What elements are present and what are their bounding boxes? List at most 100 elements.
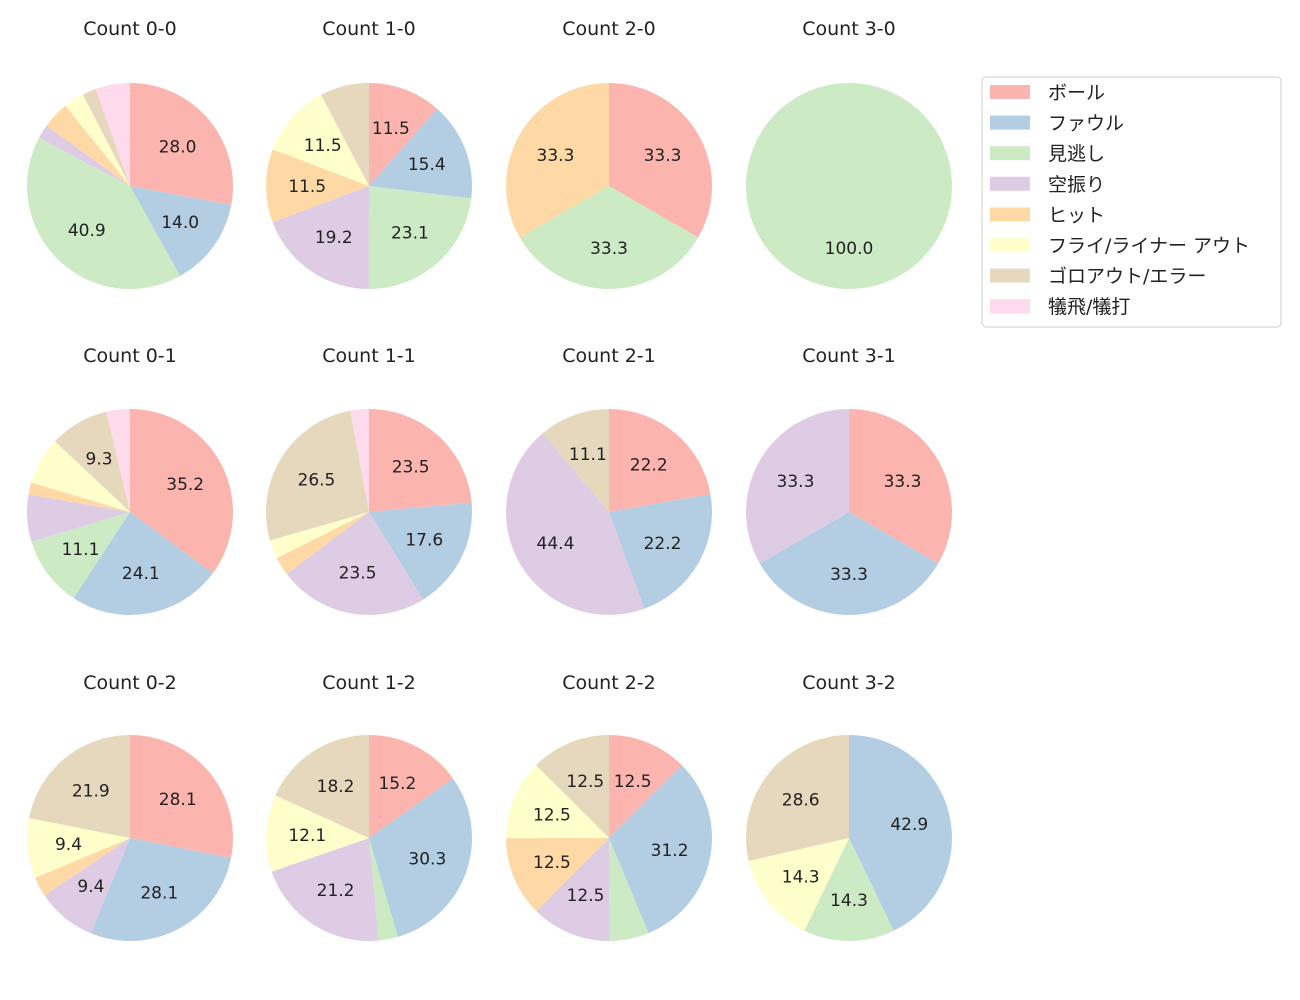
legend-swatch bbox=[990, 238, 1030, 252]
pie-count-3-1: Count 3-1 33.3 33.3 33.3 bbox=[745, 345, 952, 615]
pie-slice-3 bbox=[38, 125, 130, 186]
legend-frame bbox=[981, 76, 1282, 328]
pie-count-1-1: Count 1-1 23.5 17.6 23.5 26.5 bbox=[266, 345, 473, 615]
pie-slice-6 bbox=[745, 735, 849, 861]
pie-slice-5 bbox=[27, 818, 131, 878]
pie-slice-5 bbox=[270, 512, 369, 558]
legend-swatch bbox=[990, 115, 1030, 130]
pie-slice-0 bbox=[130, 735, 233, 858]
slice-label: 9.4 bbox=[77, 877, 104, 897]
pie-slice-5 bbox=[748, 838, 849, 931]
slice-label: 11.5 bbox=[304, 136, 342, 156]
slice-label: 33.3 bbox=[830, 565, 868, 585]
pie-title: Count 3-0 bbox=[802, 18, 896, 40]
slice-label: 28.1 bbox=[159, 790, 197, 810]
legend-swatch bbox=[990, 299, 1030, 314]
pie-slice-5 bbox=[266, 795, 369, 872]
slice-label: 9.4 bbox=[55, 835, 82, 855]
slice-label: 14.3 bbox=[830, 891, 868, 911]
slice-label: 22.2 bbox=[630, 456, 668, 476]
slice-label: 33.3 bbox=[884, 472, 922, 492]
legend-entry: ヒット bbox=[1048, 204, 1105, 226]
pie-count-1-0: Count 1-0 11.5 15.4 23.1 19.2 11.5 11.5 bbox=[266, 18, 472, 289]
slice-label: 26.5 bbox=[298, 470, 336, 490]
slice-label: 11.1 bbox=[62, 540, 100, 560]
slice-label: 23.5 bbox=[339, 564, 377, 584]
pie-slice-2 bbox=[519, 186, 699, 289]
pie-slice-3 bbox=[536, 838, 610, 941]
slice-label: 11.5 bbox=[372, 119, 410, 139]
pie-slice-2 bbox=[369, 838, 398, 941]
pie-title: Count 0-2 bbox=[83, 672, 177, 694]
legend-swatch bbox=[990, 207, 1030, 222]
slice-label: 12.5 bbox=[533, 853, 571, 873]
pie-slice-5 bbox=[272, 94, 369, 186]
pie-slice-3 bbox=[286, 512, 424, 615]
slice-label: 24.1 bbox=[122, 564, 160, 584]
pie-slice-0 bbox=[369, 83, 438, 186]
pie-slice-4 bbox=[46, 105, 130, 186]
pie-slice-0 bbox=[130, 409, 234, 574]
pie-slice-1 bbox=[609, 765, 712, 934]
pie-slice-3 bbox=[505, 433, 645, 615]
slice-label: 31.2 bbox=[651, 841, 689, 861]
pie-slice-3 bbox=[745, 409, 849, 564]
pie-slice-6 bbox=[536, 735, 609, 838]
pie-title: Count 0-1 bbox=[83, 345, 177, 367]
pie-slice-2 bbox=[31, 512, 130, 599]
pie-slice-4 bbox=[266, 149, 369, 223]
slice-label: 18.2 bbox=[317, 777, 355, 797]
legend-entry: ボール bbox=[1048, 82, 1105, 104]
pie-slice-5 bbox=[65, 94, 130, 186]
pie-slice-7 bbox=[106, 409, 130, 512]
pie-count-3-2: Count 3-2 42.9 14.3 14.3 28.6 bbox=[745, 672, 952, 941]
pie-slice-7 bbox=[95, 83, 130, 186]
legend-entry: フライ/ライナー アウト bbox=[1048, 235, 1250, 257]
slice-label: 12.1 bbox=[288, 826, 326, 846]
slice-label: 9.3 bbox=[86, 449, 113, 469]
pie-title: Count 1-2 bbox=[322, 672, 416, 694]
slice-label: 21.9 bbox=[72, 781, 110, 801]
pie-count-1-2: Count 1-2 15.2 30.3 21.2 12.1 18.2 bbox=[266, 672, 473, 941]
slice-label: 12.5 bbox=[614, 772, 652, 792]
pie-slice-0 bbox=[369, 735, 454, 838]
pie-count-2-2: Count 2-2 12.5 31.2 12.5 12.5 12.5 12.5 bbox=[506, 672, 712, 941]
slice-label: 12.5 bbox=[533, 805, 571, 825]
legend-swatch bbox=[990, 176, 1030, 191]
pie-slice-1 bbox=[369, 502, 473, 600]
slice-label: 33.3 bbox=[537, 146, 575, 166]
legend-entry: 犠飛/犠打 bbox=[1048, 296, 1130, 318]
pie-slice-1 bbox=[369, 778, 473, 937]
slice-label: 23.5 bbox=[392, 457, 430, 477]
slice-label: 44.4 bbox=[537, 534, 575, 554]
pie-slice-4 bbox=[34, 838, 130, 896]
pie-slice-2 bbox=[368, 186, 472, 289]
pie-slice-5 bbox=[506, 765, 609, 839]
pie-slice-1 bbox=[130, 186, 232, 276]
pie-slice-5 bbox=[31, 441, 130, 512]
pie-slice-3 bbox=[27, 494, 130, 542]
legend-swatch bbox=[990, 85, 1030, 99]
pie-slice-1 bbox=[609, 494, 712, 609]
pie-count-0-2: Count 0-2 28.1 28.1 9.4 9.4 21.9 bbox=[27, 672, 233, 942]
pie-count-0-1: Count 0-1 35.2 24.1 11.1 9.3 bbox=[27, 345, 234, 615]
slice-label: 12.5 bbox=[567, 886, 605, 906]
pie-slice-6 bbox=[321, 83, 369, 186]
slice-label: 30.3 bbox=[408, 849, 446, 869]
legend-entry: 空振り bbox=[1048, 174, 1105, 196]
slice-label: 28.1 bbox=[140, 883, 178, 903]
slice-label: 100.0 bbox=[825, 239, 874, 259]
slice-label: 14.3 bbox=[782, 868, 820, 888]
pie-slice-6 bbox=[266, 410, 369, 541]
legend-swatch bbox=[990, 146, 1030, 161]
legend-swatch bbox=[990, 268, 1030, 283]
pie-slice-2 bbox=[609, 838, 649, 941]
slice-label: 21.2 bbox=[317, 881, 355, 901]
pie-slice-0 bbox=[130, 83, 233, 205]
pie-slice-6 bbox=[54, 411, 130, 512]
pie-slice-4 bbox=[506, 83, 609, 238]
slice-label: 12.5 bbox=[566, 772, 604, 792]
slice-label: 15.4 bbox=[408, 155, 446, 175]
